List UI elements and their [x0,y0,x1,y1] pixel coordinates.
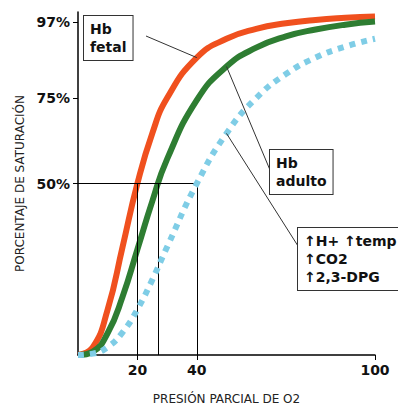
svg-text:PRESIÓN PARCIAL DE O2: PRESIÓN PARCIAL DE O2 [153,391,300,406]
svg-text:50%: 50% [36,176,70,192]
svg-text:75%: 75% [36,90,70,106]
svg-text:adulto: adulto [276,173,327,189]
svg-text:Hb: Hb [276,155,298,171]
svg-text:100: 100 [360,362,389,378]
svg-text:40: 40 [187,362,207,378]
svg-text:fetal: fetal [90,39,127,55]
svg-text:↑2,3-DPG: ↑2,3-DPG [304,269,380,285]
svg-text:20: 20 [128,362,148,378]
svg-text:Hb: Hb [90,21,112,37]
svg-text:97%: 97% [36,14,70,30]
svg-text:PORCENTAJE DE SATURACIÓN: PORCENTAJE DE SATURACIÓN [12,95,27,272]
svg-text:↑CO2: ↑CO2 [304,251,348,267]
svg-text:↑H+ ↑temp: ↑H+ ↑temp [304,233,397,249]
